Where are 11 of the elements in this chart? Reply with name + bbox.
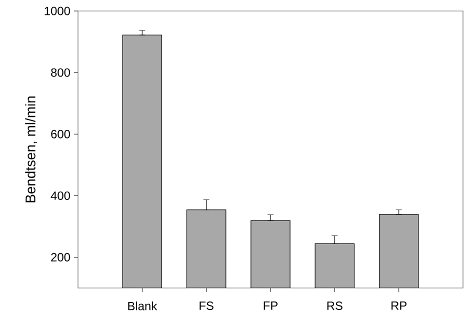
y-tick-label: 800 bbox=[51, 68, 70, 77]
x-tick-label: FP bbox=[264, 302, 278, 310]
y-tick-label: 1000 bbox=[44, 6, 70, 16]
x-tick-label: FS bbox=[200, 302, 214, 310]
x-tick-label: RS bbox=[327, 302, 342, 310]
x-tick-label: RP bbox=[392, 302, 407, 310]
y-tick-label: 200 bbox=[51, 252, 70, 262]
x-tick-label: Blank bbox=[128, 302, 158, 310]
y-tick-label: 400 bbox=[50, 191, 70, 200]
y-axis-title: Bendtsen, ml/min bbox=[25, 96, 38, 202]
y-tick-label: 600 bbox=[51, 130, 70, 138]
